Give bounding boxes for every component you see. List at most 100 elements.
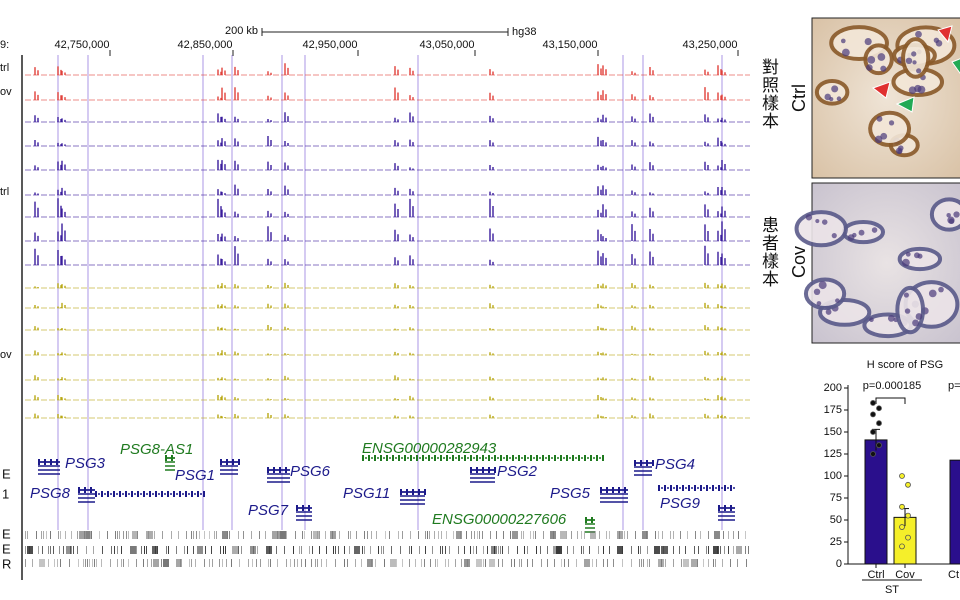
gene-label: PSG7 [248,502,289,519]
track-signal [34,198,726,217]
data-point [899,543,905,550]
feature-bar [315,559,316,567]
feature-bar [635,531,636,539]
exon [506,455,508,461]
feature-bar [658,531,659,539]
feature-bar [136,546,137,554]
feature-bar [25,559,26,567]
feature-bar [226,559,227,567]
feature-bar [280,531,286,539]
feature-bar [239,559,240,567]
feature-bar [63,546,64,554]
feature-bar [152,531,153,539]
exon [50,459,52,465]
arrowhead [951,58,960,75]
exon [185,491,187,497]
feature-bar [117,546,118,554]
feature-bar [219,559,220,567]
feature-bar [598,546,599,554]
track-signal [34,375,726,380]
feature-bar [60,559,61,567]
feature-bar [543,531,544,539]
exon [634,460,636,466]
feature-bar [284,546,285,554]
feature-bar [225,546,226,554]
feature-bar [265,531,266,539]
exon [482,455,484,461]
feature-bar [385,531,386,539]
feature-bar [253,546,254,554]
feature-bar [425,546,426,554]
feature-bar [301,559,302,567]
feature-bar [144,546,145,554]
exon [476,467,478,473]
feature-bar [641,559,642,567]
nucleus [831,85,839,93]
feature-bar [670,531,671,539]
data-point [870,451,876,457]
feature-bar [375,559,376,567]
gene-label: ENSG00000227606 [432,511,567,528]
feature-bar [448,559,449,567]
feature-bar [613,559,614,567]
feature-bar [294,559,295,567]
exon [676,485,678,491]
feature-bar [371,531,372,539]
feature-bar [229,531,230,539]
feature-bar [154,531,155,539]
feature-bar [317,531,318,539]
feature-bar [440,546,441,554]
feature-bar [48,559,49,567]
exon [446,455,448,461]
feature-bar [89,559,90,567]
feature-bar [176,559,182,567]
track-signal [34,135,726,146]
exon [512,455,514,461]
exon [179,491,181,497]
feature-bar [321,559,322,567]
feature-bar [123,559,124,567]
y-tick-label: 125 [824,448,842,460]
feature-bar [512,531,518,539]
feature-bar [277,559,278,567]
exon [712,485,714,491]
feature-bar [272,531,278,539]
exon [652,460,654,466]
exon [488,455,490,461]
feature-bar [162,531,163,539]
feature-bar [364,546,365,554]
feature-bar [400,546,401,554]
feature-bar [53,546,54,554]
bar [949,459,960,565]
feature-bar [446,531,447,539]
feature-bar [69,559,70,567]
nucleus [815,218,820,224]
feature-bar [151,559,152,567]
feature-bar [259,531,260,539]
exon [566,455,568,461]
feature-bar [424,559,425,567]
feature-bar [191,559,192,567]
feature-bar [714,531,720,539]
exon [488,467,490,473]
gene-label: ENSG00000282943 [362,440,497,457]
feature-bar [299,546,300,554]
feature-bar [211,546,212,554]
feature-bar [121,559,122,567]
feature-bar [568,559,569,567]
feature-bar [627,531,628,539]
feature-bar [533,531,534,539]
feature-bar [309,546,310,554]
feature-bar [449,546,450,554]
feature-bar [619,531,620,539]
feature-bar [561,559,562,567]
feature-bar [640,546,641,554]
y-tick-label: 100 [824,470,842,482]
feature-bar [232,546,238,554]
feature-bar [205,546,206,554]
feature-bar [490,531,491,539]
feature-bar [252,559,253,567]
nucleus [887,315,895,322]
nucleus [847,234,855,241]
